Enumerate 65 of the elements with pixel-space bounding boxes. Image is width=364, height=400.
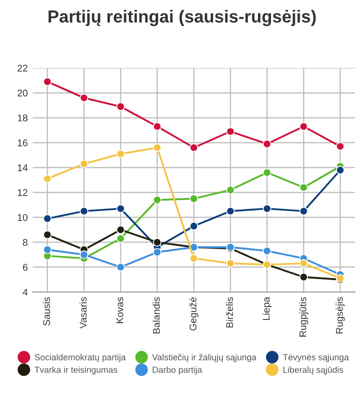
y-tick-label: 12	[18, 189, 28, 196]
x-tick-label: Rugsėjis	[336, 297, 345, 334]
point	[43, 77, 52, 86]
point	[299, 122, 308, 131]
point	[152, 143, 162, 152]
point	[226, 259, 235, 268]
point	[336, 142, 344, 151]
point	[43, 230, 52, 239]
point	[80, 206, 88, 216]
point	[43, 245, 52, 254]
point	[299, 259, 308, 268]
point	[80, 250, 88, 259]
x-tick-label: Vasaris	[79, 297, 87, 329]
point	[43, 174, 52, 183]
x-tick-label: Rugpjūtis	[299, 297, 308, 337]
point	[190, 222, 198, 230]
point	[262, 140, 272, 148]
point	[152, 122, 162, 131]
chart-title: Partijų reitingai (sausis-rugsėjis)	[48, 10, 316, 26]
x-tick-label: Gegužė	[189, 297, 198, 330]
legend-label: Liberalų sąjūdis	[283, 366, 344, 375]
point	[226, 206, 235, 216]
point	[116, 262, 125, 272]
point	[80, 160, 88, 168]
point	[190, 143, 198, 152]
point	[299, 272, 308, 282]
point	[262, 204, 272, 213]
point	[116, 204, 125, 213]
point	[336, 166, 344, 174]
y-tick-label: 16	[18, 139, 28, 146]
y-tick-label: 10	[18, 214, 28, 221]
point	[190, 194, 198, 203]
point	[299, 206, 308, 216]
point	[190, 254, 198, 263]
x-tick-label: Liepa	[262, 296, 272, 320]
point	[152, 238, 162, 246]
y-tick-label: 4	[22, 288, 28, 296]
legend-label: Socialdemokratų partija	[34, 354, 126, 362]
x-tick-label: Birželis	[226, 297, 234, 328]
legend-label: Tvarka ir teisingumas	[34, 366, 118, 375]
point	[152, 248, 162, 256]
point	[80, 94, 88, 102]
point	[226, 186, 235, 194]
x-tick-label: Balandis	[152, 297, 160, 334]
legend-label: Darbo partija	[152, 366, 202, 375]
y-tick-label: 18	[18, 114, 28, 122]
point	[152, 196, 162, 204]
y-tick-label: 8	[22, 238, 28, 246]
point	[116, 226, 125, 234]
y-tick-label: 6	[22, 264, 28, 271]
point	[116, 234, 125, 243]
point	[116, 150, 125, 158]
point	[43, 214, 52, 223]
y-tick-label: 22	[18, 64, 28, 72]
legend-label: Valstiečių ir žaliųjų sąjunga	[152, 354, 256, 362]
x-tick-label: Kovas	[116, 297, 124, 324]
point	[299, 183, 308, 192]
y-tick-label: 14	[18, 164, 28, 172]
y-tick-label: 20	[18, 90, 28, 97]
point	[116, 102, 125, 111]
legend-label: Tėvynės sąjunga	[282, 354, 349, 362]
point	[262, 168, 272, 177]
point	[226, 127, 235, 136]
x-tick-label: Sausis	[42, 297, 50, 326]
point	[262, 246, 272, 256]
